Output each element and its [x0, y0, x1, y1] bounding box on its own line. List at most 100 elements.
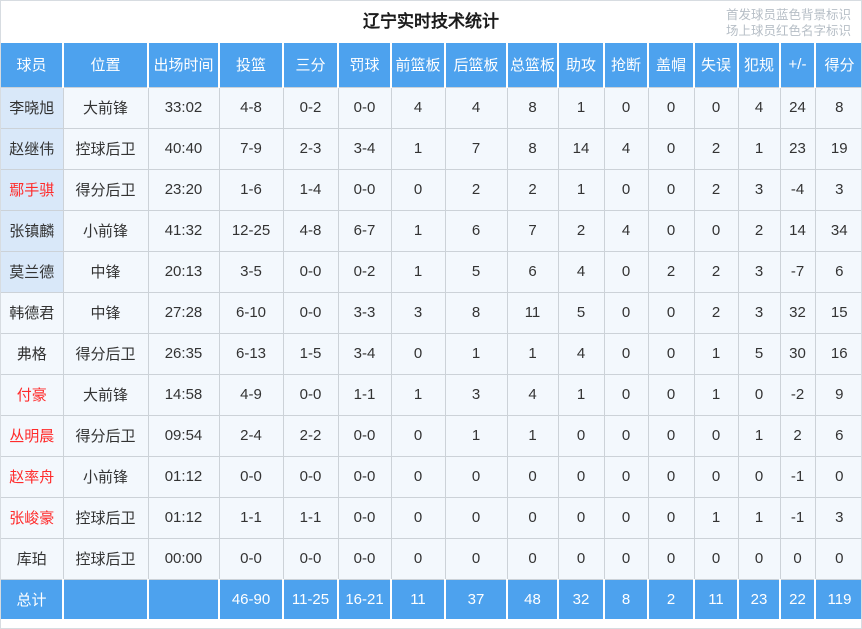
stat-cell: 0 — [693, 414, 739, 457]
total-stat-cell: 11-25 — [282, 579, 338, 619]
stats-table: 球员 位置 出场时间 投篮 三分 罚球 前篮板 后篮板 总篮板 助攻 抢断 盖帽 失误 犯规 +/- 得分 李… — [1, 43, 861, 619]
stat-cell: 0 — [603, 414, 649, 457]
stat-cell: 0 — [647, 373, 695, 416]
column-header: 后篮板 — [444, 43, 507, 87]
stat-cell: 大前锋 — [62, 373, 149, 416]
player-row: 张峻豪 控球后卫 01:12 1-1 1-1 0-0 0 0 0 0 0 0 1 1 -1 3 — [1, 496, 861, 539]
stat-cell: 1 — [390, 209, 446, 252]
player-name-cell: 李晓旭 — [1, 86, 64, 129]
total-stat-cell: 11 — [693, 579, 738, 619]
total-stat-cell: 48 — [506, 579, 558, 619]
column-header: 球员 — [1, 43, 63, 87]
stat-cell: 1 — [506, 332, 559, 375]
stat-cell: 0-2 — [337, 250, 392, 293]
stat-cell: 1-1 — [337, 373, 392, 416]
column-header: 总篮板 — [506, 43, 558, 87]
stat-cell: 0 — [647, 455, 695, 498]
stat-cell: 0-0 — [282, 291, 339, 334]
stat-cell: 00:00 — [147, 537, 220, 580]
title-bar: 辽宁实时技术统计 首发球员蓝色背景标识 场上球员红色名字标识 — [1, 1, 861, 43]
stat-cell: 0 — [603, 291, 649, 334]
stat-cell: 中锋 — [62, 250, 149, 293]
stat-cell: 0-0 — [337, 168, 392, 211]
stat-cell: 0 — [737, 373, 781, 416]
player-row: 鄢手骐 得分后卫 23:20 1-6 1-4 0-0 0 2 2 1 0 0 2 3 -4 3 — [1, 168, 861, 211]
stat-cell: 1 — [557, 373, 605, 416]
stat-cell: 2 — [693, 291, 739, 334]
player-row: 付豪 大前锋 14:58 4-9 0-0 1-1 1 3 4 1 0 0 1 0 -2 9 — [1, 373, 861, 416]
stat-cell: 0 — [814, 537, 861, 580]
stat-cell: 4-9 — [218, 373, 284, 416]
stat-cell: -4 — [779, 168, 816, 211]
stat-cell: 0 — [647, 496, 695, 539]
stat-cell: 0 — [390, 332, 446, 375]
stat-cell: 得分后卫 — [62, 414, 149, 457]
stat-cell: -1 — [779, 455, 816, 498]
stat-cell: 0 — [603, 455, 649, 498]
stat-cell: 3-5 — [218, 250, 284, 293]
stat-cell: 2 — [737, 209, 781, 252]
stat-cell: 0 — [693, 209, 739, 252]
stat-cell: 3 — [390, 291, 446, 334]
stat-cell: 0 — [647, 209, 695, 252]
stat-cell: 1-6 — [218, 168, 284, 211]
total-stat-cell: 37 — [444, 579, 507, 619]
player-row: 弗格 得分后卫 26:35 6-13 1-5 3-4 0 1 1 4 0 0 1 5 30 16 — [1, 332, 861, 375]
stat-cell: -2 — [779, 373, 816, 416]
column-header: 三分 — [282, 43, 338, 87]
stat-cell: 7 — [506, 209, 559, 252]
stat-cell: 0-2 — [282, 86, 339, 129]
stat-cell: 3 — [737, 291, 781, 334]
stat-cell: 0 — [557, 455, 605, 498]
stat-cell: 1-4 — [282, 168, 339, 211]
stat-cell: 控球后卫 — [62, 496, 149, 539]
stat-cell: 1-1 — [282, 496, 339, 539]
stat-cell: 6 — [814, 250, 861, 293]
stat-cell: 0 — [647, 168, 695, 211]
total-label: 总计 — [1, 579, 63, 619]
total-stat-cell: 11 — [390, 579, 445, 619]
stat-cell: 0 — [693, 455, 739, 498]
total-stat-cell: 8 — [603, 579, 648, 619]
stat-cell: 8 — [444, 291, 508, 334]
stat-cell: 16 — [814, 332, 861, 375]
stat-cell: 1 — [444, 332, 508, 375]
column-header: 罚球 — [337, 43, 391, 87]
stat-cell: 40:40 — [147, 127, 220, 170]
stat-cell: 41:32 — [147, 209, 220, 252]
stat-cell: 3 — [814, 168, 861, 211]
stat-cell: 12-25 — [218, 209, 284, 252]
stat-cell: 1 — [506, 414, 559, 457]
stat-cell: 4 — [444, 86, 508, 129]
total-stat-cell: 46-90 — [218, 579, 283, 619]
player-name-cell: 赵率舟 — [1, 455, 64, 498]
stat-cell: 20:13 — [147, 250, 220, 293]
stat-cell: 0-0 — [218, 537, 284, 580]
stat-cell: 0-0 — [282, 455, 339, 498]
stat-cell: 19 — [814, 127, 861, 170]
stat-cell: 8 — [506, 127, 559, 170]
stat-cell: 7 — [444, 127, 508, 170]
header-row: 球员 位置 出场时间 投篮 三分 罚球 前篮板 后篮板 总篮板 助攻 抢断 盖帽 失误 犯规 +/- 得分 — [1, 43, 861, 87]
player-row: 李晓旭 大前锋 33:02 4-8 0-2 0-0 4 4 8 1 0 0 0 4 24 8 — [1, 86, 861, 129]
player-row: 丛明晨 得分后卫 09:54 2-4 2-2 0-0 0 1 1 0 0 0 0 1 2 6 — [1, 414, 861, 457]
stat-cell: 09:54 — [147, 414, 220, 457]
stat-cell: 5 — [557, 291, 605, 334]
stat-cell: 1 — [557, 86, 605, 129]
stat-cell: 01:12 — [147, 455, 220, 498]
stat-cell: 1 — [693, 332, 739, 375]
stat-cell: 1 — [390, 250, 446, 293]
stat-cell: 4 — [506, 373, 559, 416]
total-stat-cell: 22 — [779, 579, 815, 619]
stat-cell: 1 — [390, 373, 446, 416]
stat-cell: 8 — [506, 86, 559, 129]
player-name-cell: 莫兰德 — [1, 250, 64, 293]
stat-cell: 0 — [390, 168, 446, 211]
stat-cell: 0-0 — [337, 86, 392, 129]
stat-cell: -7 — [779, 250, 816, 293]
stat-cell: 0 — [603, 250, 649, 293]
player-name-cell: 库珀 — [1, 537, 64, 580]
stat-cell: 0 — [737, 455, 781, 498]
stat-cell: 9 — [814, 373, 861, 416]
stat-cell: 15 — [814, 291, 861, 334]
